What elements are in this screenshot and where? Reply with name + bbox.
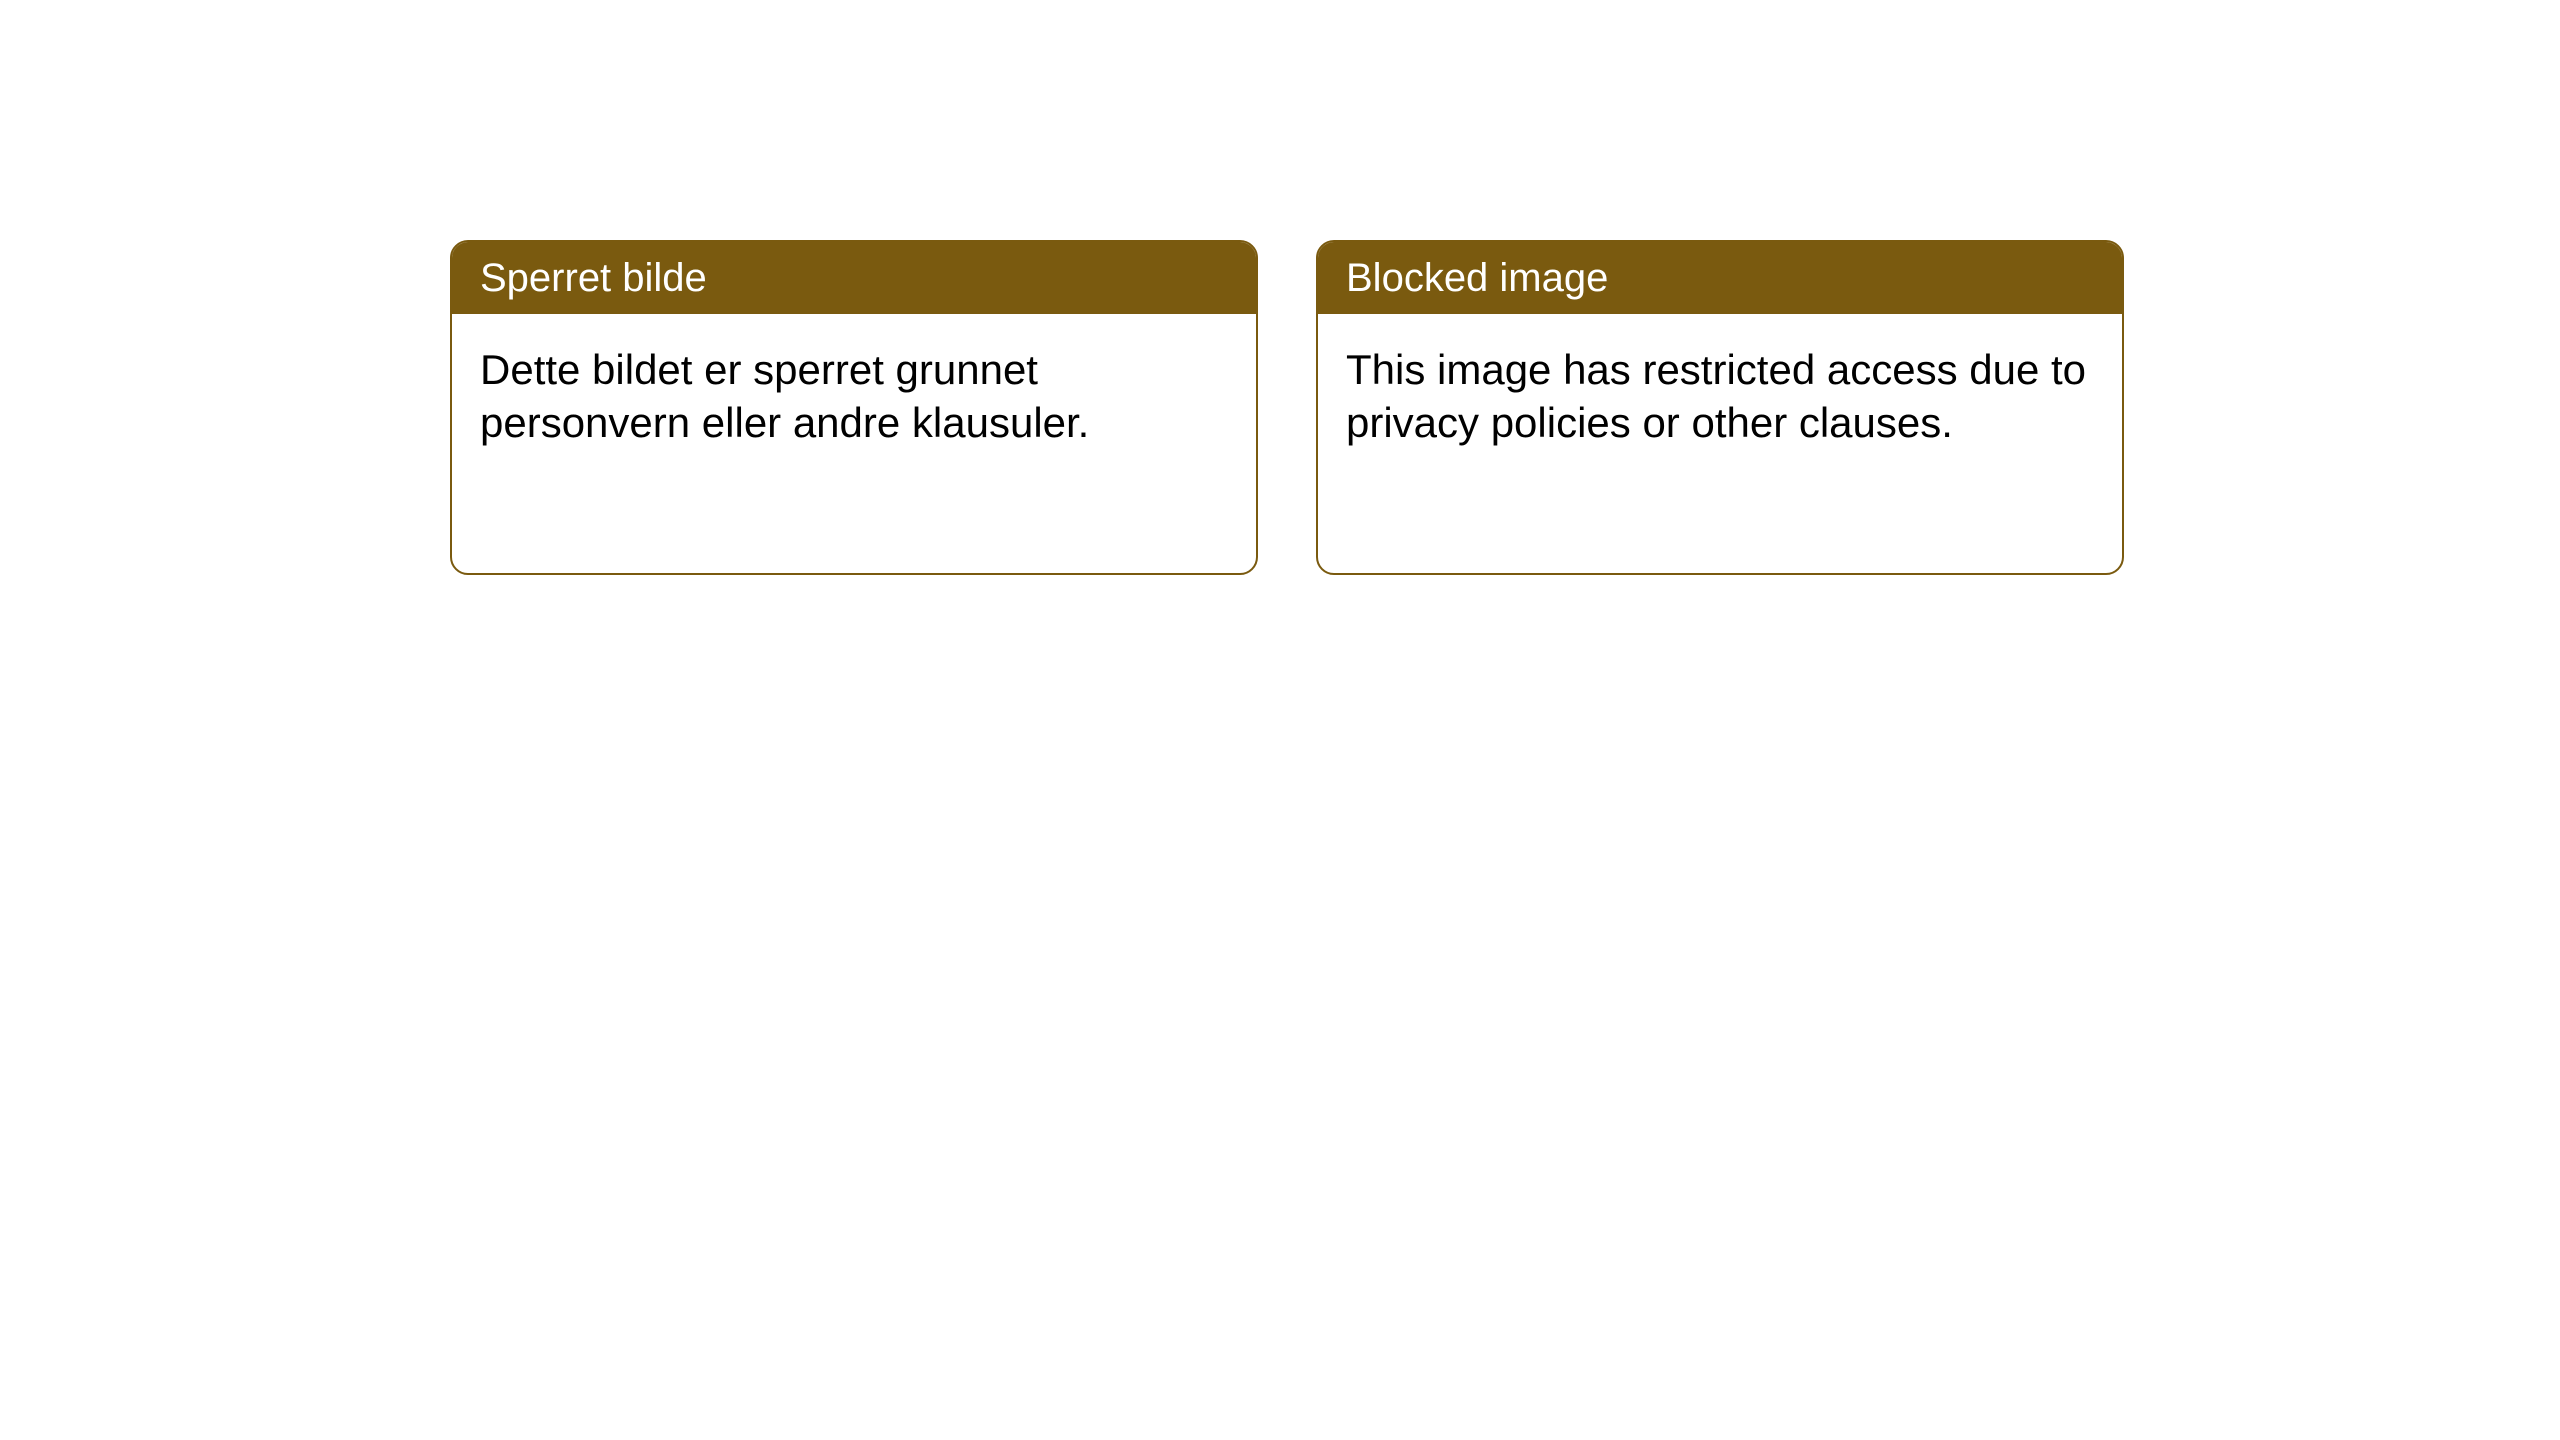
notice-card-english: Blocked image This image has restricted … <box>1316 240 2124 575</box>
notice-body-english: This image has restricted access due to … <box>1318 314 2122 479</box>
notice-header-english: Blocked image <box>1318 242 2122 314</box>
notice-card-norwegian: Sperret bilde Dette bildet er sperret gr… <box>450 240 1258 575</box>
notice-body-norwegian: Dette bildet er sperret grunnet personve… <box>452 314 1256 479</box>
notice-container: Sperret bilde Dette bildet er sperret gr… <box>450 240 2124 575</box>
notice-header-norwegian: Sperret bilde <box>452 242 1256 314</box>
